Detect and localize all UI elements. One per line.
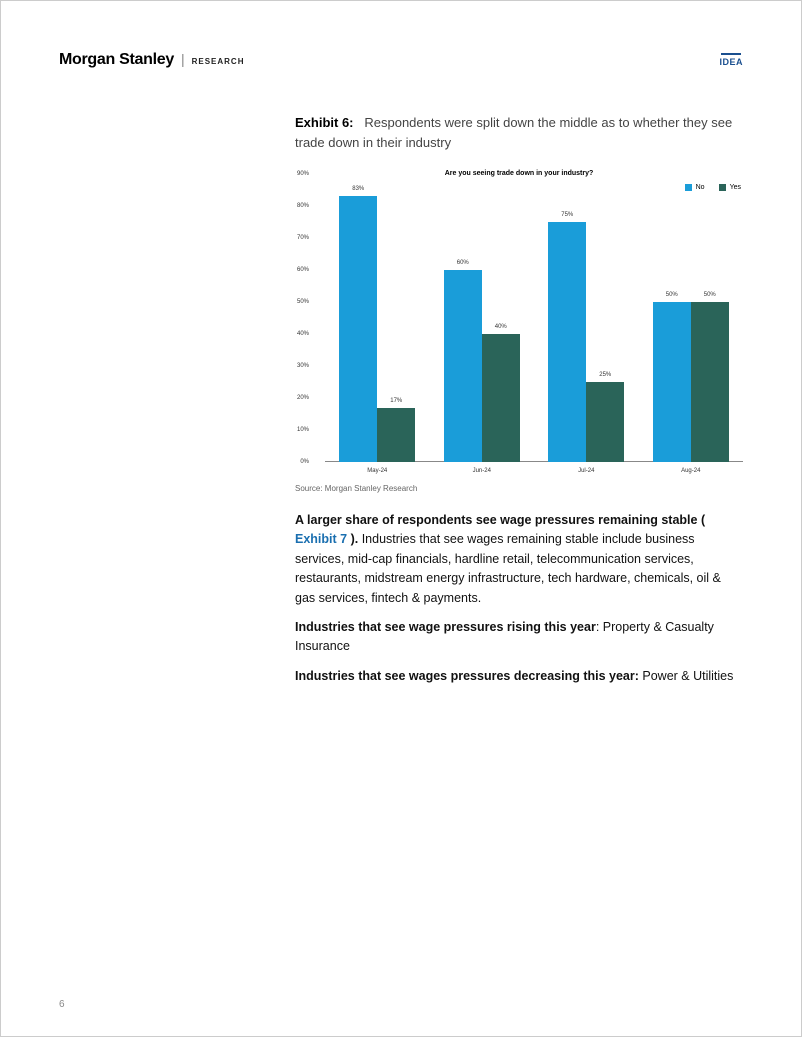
brand-divider: | — [181, 51, 185, 67]
bar-value-label: 40% — [482, 324, 520, 330]
p3-bold: Industries that see wages pressures decr… — [295, 669, 639, 683]
bar: 75% — [548, 222, 586, 462]
exhibit-title: Exhibit 6: Respondents were split down t… — [295, 113, 743, 152]
x-axis-label: Jun-24 — [430, 468, 535, 474]
p2-bold: Industries that see wage pressures risin… — [295, 620, 596, 634]
paragraph-2: Industries that see wage pressures risin… — [295, 618, 743, 657]
y-tick: 30% — [297, 363, 309, 369]
page-header: Morgan Stanley | RESEARCH IDEA — [59, 51, 743, 69]
x-axis-label: May-24 — [325, 468, 430, 474]
bar-group: 50%50%Aug-24 — [639, 174, 744, 462]
bars-area: 83%17%May-2460%40%Jun-2475%25%Jul-2450%5… — [325, 174, 743, 462]
paragraph-3: Industries that see wages pressures decr… — [295, 667, 743, 686]
bar-value-label: 50% — [653, 292, 691, 298]
brand-block: Morgan Stanley | RESEARCH — [59, 51, 244, 69]
bar-value-label: 83% — [339, 186, 377, 192]
bar-group: 83%17%May-24 — [325, 174, 430, 462]
exhibit-label: Exhibit 6: — [295, 115, 354, 130]
x-axis-label: Jul-24 — [534, 468, 639, 474]
page-number: 6 — [59, 999, 65, 1010]
y-tick: 90% — [297, 171, 309, 177]
y-tick: 60% — [297, 267, 309, 273]
y-tick: 20% — [297, 395, 309, 401]
brand-name: Morgan Stanley — [59, 51, 174, 69]
bar: 25% — [586, 382, 624, 462]
bar-value-label: 25% — [586, 372, 624, 378]
exhibit-7-link[interactable]: Exhibit 7 — [295, 532, 351, 546]
idea-text: IDEA — [719, 57, 743, 67]
y-tick: 70% — [297, 235, 309, 241]
exhibit-description: Respondents were split down the middle a… — [295, 115, 732, 150]
p1-body: Industries that see wages remaining stab… — [295, 532, 721, 604]
y-tick: 10% — [297, 427, 309, 433]
bar: 17% — [377, 408, 415, 462]
bar-value-label: 60% — [444, 260, 482, 266]
bar: 40% — [482, 334, 520, 462]
chart-container: Are you seeing trade down in your indust… — [295, 166, 743, 476]
p3-body: Power & Utilities — [639, 669, 733, 683]
x-axis-label: Aug-24 — [639, 468, 744, 474]
y-tick: 80% — [297, 203, 309, 209]
paragraph-1: A larger share of respondents see wage p… — [295, 511, 743, 608]
bar: 50% — [691, 302, 729, 462]
chart-source: Source: Morgan Stanley Research — [295, 484, 743, 493]
bar: 60% — [444, 270, 482, 462]
bar: 50% — [653, 302, 691, 462]
y-tick: 40% — [297, 331, 309, 337]
idea-bar-icon — [721, 53, 741, 55]
y-tick: 0% — [300, 459, 309, 465]
p1-bold-open: A larger share of respondents see wage p… — [295, 513, 705, 527]
idea-badge: IDEA — [719, 53, 743, 67]
brand-sublabel: RESEARCH — [192, 57, 245, 66]
bar-value-label: 50% — [691, 292, 729, 298]
content-area: Exhibit 6: Respondents were split down t… — [295, 113, 743, 696]
bar-group: 75%25%Jul-24 — [534, 174, 639, 462]
chart-plot: 0%10%20%30%40%50%60%70%80%90% 83%17%May-… — [313, 174, 743, 462]
bar-group: 60%40%Jun-24 — [430, 174, 535, 462]
bar-value-label: 75% — [548, 212, 586, 218]
bar: 83% — [339, 196, 377, 462]
bar-value-label: 17% — [377, 398, 415, 404]
y-tick: 50% — [297, 299, 309, 305]
